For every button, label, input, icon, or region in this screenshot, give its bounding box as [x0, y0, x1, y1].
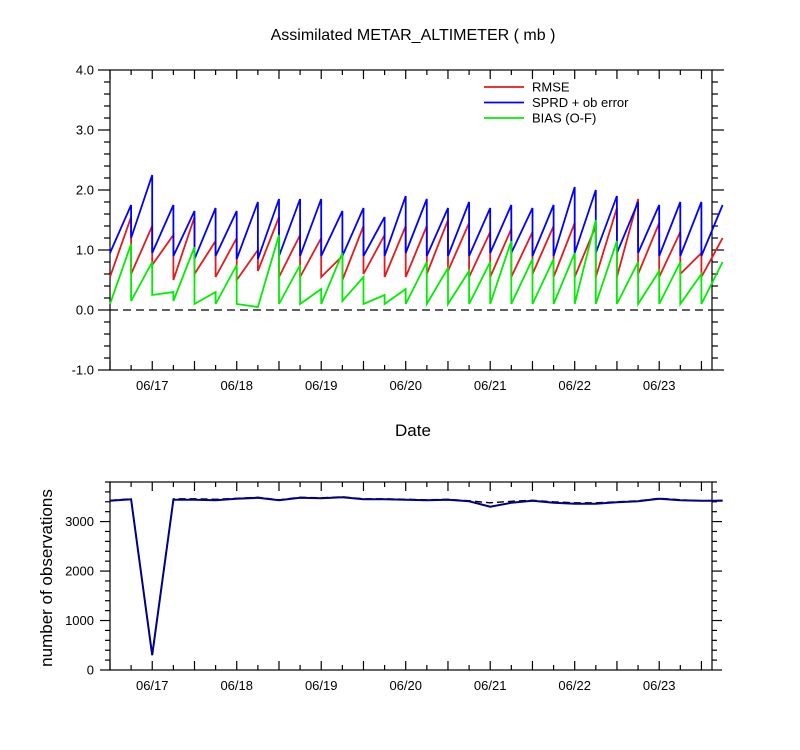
x-tick-label: 06/18 — [220, 378, 253, 393]
x-tick-label: 06/19 — [305, 678, 338, 693]
y-tick-label: 4.0 — [76, 63, 94, 78]
x-tick-label: 06/21 — [474, 378, 507, 393]
x-tick-label: 06/17 — [136, 378, 169, 393]
x-tick-label: 06/18 — [220, 678, 253, 693]
x-tick-label: 06/20 — [389, 378, 422, 393]
y-tick-label: 3.0 — [76, 123, 94, 138]
y-tick-label: 1.0 — [76, 243, 94, 258]
legend-label: BIAS (O-F) — [532, 111, 596, 126]
y-tick-label: 0 — [87, 663, 94, 678]
x-tick-label: 06/22 — [558, 678, 591, 693]
legend-label: RMSE — [532, 80, 570, 95]
obs-count-line-solid — [109, 496, 723, 656]
x-tick-label: 06/19 — [305, 378, 338, 393]
y-tick-label: 0.0 — [76, 303, 94, 318]
chart-title: Assimilated METAR_ALTIMETER ( mb ) — [271, 27, 556, 44]
legend-label: SPRD + ob error — [532, 95, 629, 110]
series-line-bias-o-f — [109, 219, 724, 309]
x-tick-label: 06/20 — [389, 678, 422, 693]
x-tick-label: 06/23 — [643, 378, 676, 393]
plot-frame — [109, 69, 713, 371]
y-tick-label: 3000 — [65, 514, 94, 529]
y-tick-label: 2.0 — [76, 183, 94, 198]
x-tick-label: 06/17 — [136, 678, 169, 693]
y-tick-label: -1.0 — [72, 363, 94, 378]
y-tick-label: 1000 — [65, 613, 94, 628]
series-line-sprd-ob-error — [109, 174, 724, 260]
top-chart: 06/17 06/18 06/19 06/20 06/21 06/22 06/23 -1.0 0… — [72, 63, 724, 393]
x-tick-label: 06/23 — [643, 678, 676, 693]
y-axis-title-observations: number of observations — [37, 489, 56, 667]
bottom-chart: 06/17 06/18 06/19 06/20 06/21 06/22 06/23 0 1000… — [65, 481, 723, 693]
y-tick-label: 2000 — [65, 564, 94, 579]
x-axis-title: Date — [395, 421, 431, 440]
obs-count-line-dashed — [109, 496, 723, 655]
x-tick-label: 06/21 — [474, 678, 507, 693]
plot-frame — [109, 481, 713, 671]
x-tick-label: 06/22 — [558, 378, 591, 393]
